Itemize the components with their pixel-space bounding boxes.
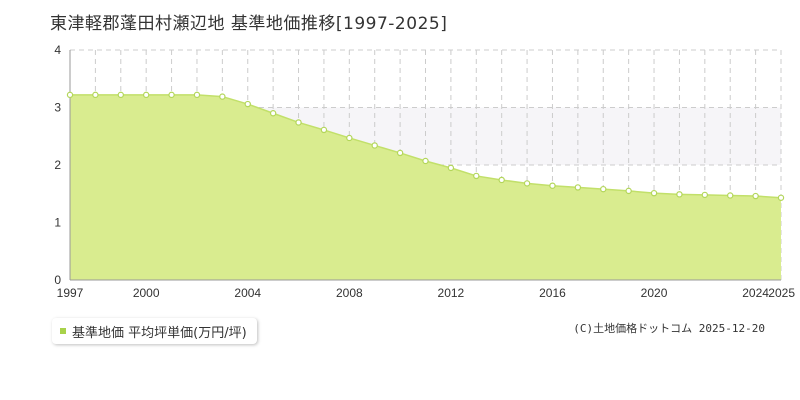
data-point: [117, 91, 124, 99]
data-point: [295, 119, 302, 126]
data-point: [498, 176, 505, 184]
data-point: [650, 189, 658, 197]
x-tick-label: 2020: [641, 286, 668, 300]
x-tick-label: 2004: [234, 286, 261, 300]
data-point: [422, 157, 429, 165]
data-point: [777, 194, 785, 201]
data-point: [320, 126, 328, 134]
data-point: [523, 180, 531, 187]
data-point: [600, 185, 607, 193]
y-tick-label: 0: [54, 273, 61, 287]
data-point: [219, 93, 226, 100]
data-point: [752, 192, 759, 200]
data-point: [142, 91, 150, 99]
data-point: [676, 191, 683, 198]
x-tick-label: 1997: [57, 286, 84, 300]
y-tick-labels: 0 1 2 3 4: [54, 43, 61, 287]
area-fill: [70, 94, 781, 280]
data-point: [244, 100, 251, 108]
x-tick-label: 2024: [742, 286, 769, 300]
chart-title: 東津軽郡蓬田村瀬辺地 基準地価推移[1997-2025]: [50, 14, 448, 34]
y-tick-label: 4: [54, 43, 61, 57]
y-tick-label: 3: [54, 101, 61, 115]
data-point: [168, 91, 175, 99]
data-point: [701, 191, 709, 199]
x-tick-labels: 1997 2000 2004 2008 2012 2016 2020 2024 2025: [57, 286, 796, 300]
x-tick-label: 2025: [768, 286, 795, 300]
data-point: [549, 182, 556, 189]
data-point: [625, 187, 632, 195]
data-points: [66, 91, 785, 201]
legend-marker: [60, 328, 66, 334]
y-tick-label: 1: [54, 216, 61, 230]
data-point: [447, 164, 455, 172]
axes: [69, 50, 781, 281]
y-tick-label: 2: [54, 158, 61, 172]
data-point: [396, 149, 404, 157]
data-point: [92, 91, 99, 99]
data-point: [371, 142, 378, 149]
data-point: [473, 172, 480, 180]
copyright-text: (C)土地価格ドットコム 2025-12-20: [573, 322, 765, 335]
data-point: [346, 134, 353, 142]
data-point: [193, 91, 201, 99]
legend: 基準地価 平均坪単価(万円/坪): [52, 318, 257, 344]
data-point: [269, 110, 277, 117]
x-tick-label: 2016: [539, 286, 566, 300]
legend-label: 基準地価 平均坪単価(万円/坪): [72, 325, 247, 341]
data-point: [66, 91, 74, 99]
x-tick-label: 2012: [438, 286, 465, 300]
x-tick-label: 2000: [133, 286, 160, 300]
x-tick-label: 2008: [336, 286, 363, 300]
data-point: [727, 192, 734, 199]
data-point: [574, 184, 582, 191]
